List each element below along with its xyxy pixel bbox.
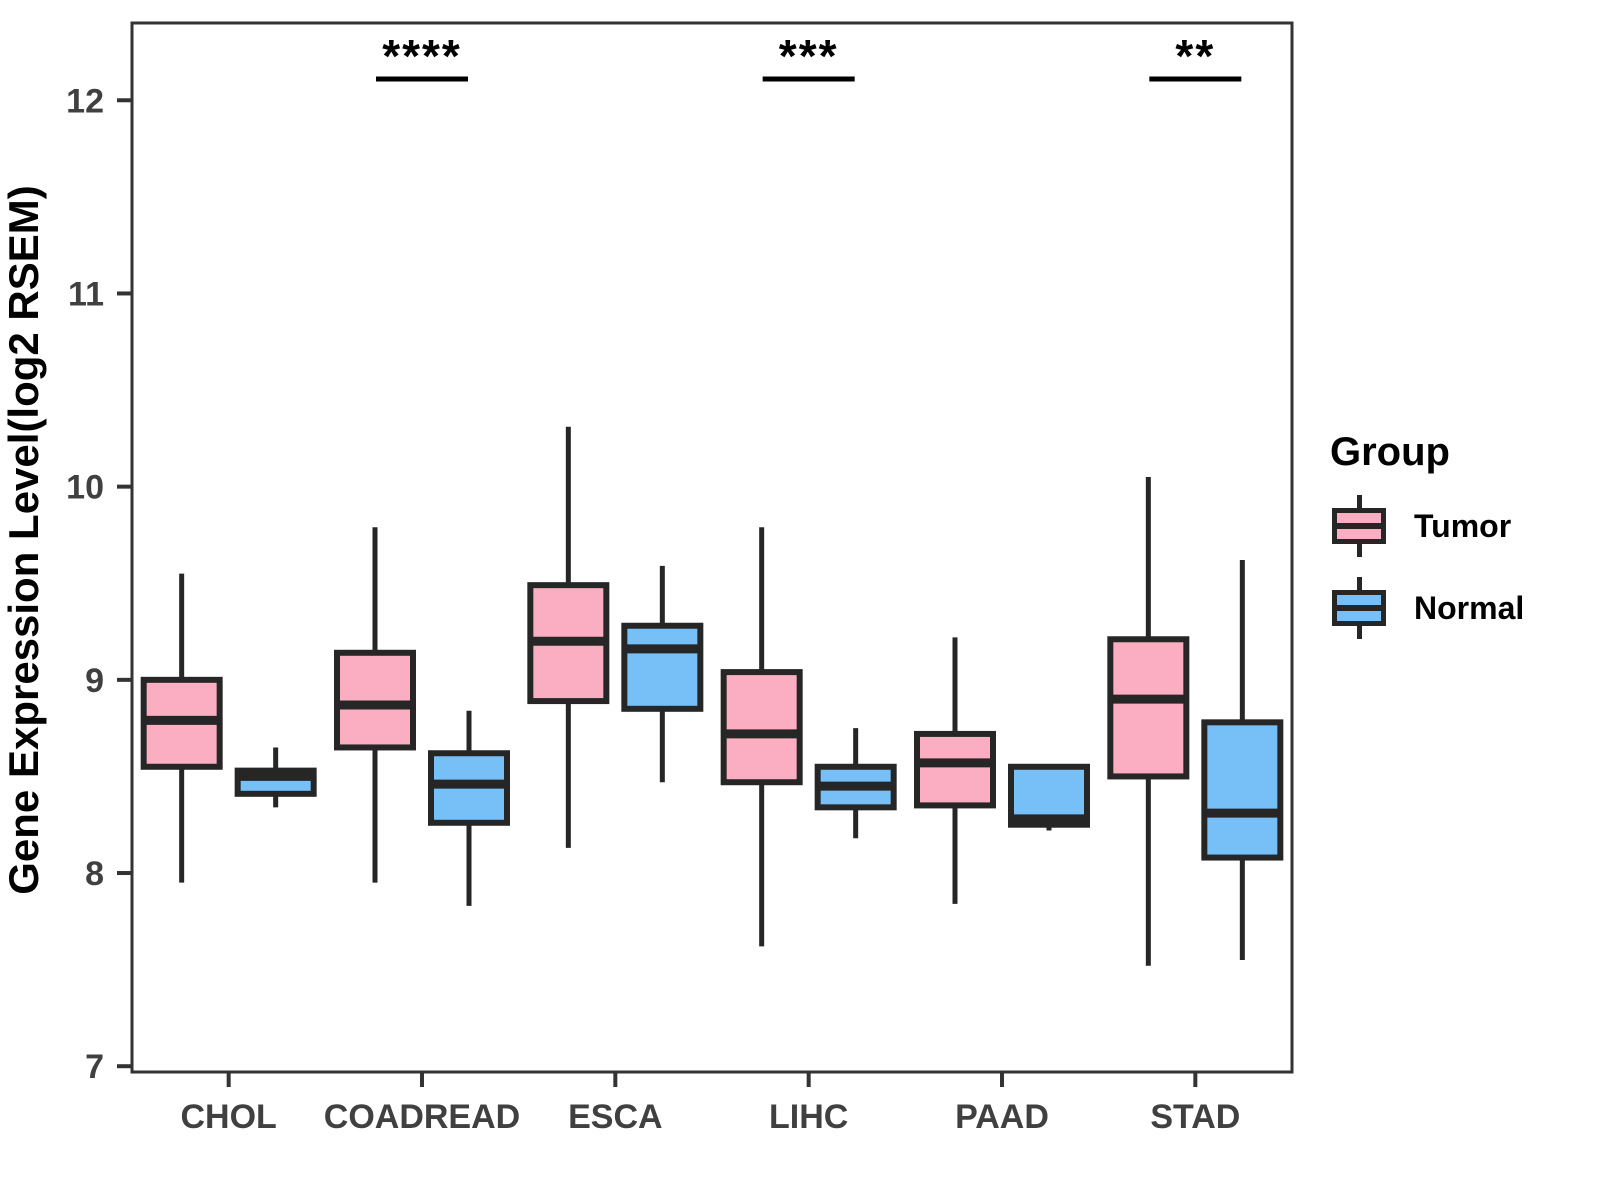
legend-title: Group: [1330, 430, 1450, 474]
significance-stars-coadread: ****: [382, 30, 462, 82]
y-tick-label: 9: [85, 662, 104, 700]
box-normal-paad: [1008, 763, 1090, 831]
tumor-boxplot-key-icon: [1330, 495, 1388, 557]
iqr-box: [621, 622, 704, 712]
significance-stars-stad: **: [1175, 30, 1215, 82]
iqr-box: [720, 669, 803, 786]
normal-boxplot-key-icon: [1330, 577, 1388, 639]
legend-label-tumor: Tumor: [1414, 507, 1512, 544]
significance-stars-lihc: ***: [779, 30, 839, 82]
x-category-label-esca: ESCA: [568, 1098, 662, 1136]
x-category-label-chol: CHOL: [181, 1098, 277, 1136]
box-tumor-lihc: [720, 527, 803, 947]
box-tumor-chol: [140, 573, 223, 883]
legend-item-normal: Normal: [1330, 577, 1524, 639]
key-median-line: [1332, 605, 1386, 611]
y-tick-label: 7: [85, 1048, 104, 1086]
y-tick-label: 11: [68, 275, 104, 313]
iqr-box: [1201, 719, 1284, 861]
y-axis-title: Gene Expression Level(log2 RSEM): [0, 185, 47, 895]
legend-label-normal: Normal: [1414, 589, 1525, 626]
x-category-label-stad: STAD: [1150, 1098, 1240, 1136]
iqr-box: [914, 730, 996, 809]
box-normal-stad: [1201, 560, 1284, 960]
legend: Group Tumor Normal: [1330, 430, 1524, 639]
iqr-box: [334, 649, 416, 751]
y-tick-label: 12: [66, 82, 104, 120]
y-tick-label: 8: [85, 855, 104, 893]
iqr-box: [1107, 636, 1190, 780]
box-tumor-coadread: [334, 527, 416, 883]
legend-item-tumor: Tumor: [1330, 495, 1524, 557]
box-normal-esca: [621, 565, 704, 783]
box-tumor-paad: [914, 637, 996, 904]
x-category-label-paad: PAAD: [955, 1098, 1049, 1136]
x-category-label-lihc: LIHC: [769, 1098, 848, 1136]
box-normal-chol: [234, 747, 317, 808]
box-tumor-esca: [527, 426, 610, 848]
x-category-label-coadread: COADREAD: [324, 1098, 520, 1136]
y-tick-label: 10: [66, 469, 104, 507]
key-median-line: [1332, 523, 1386, 529]
panel-border: [130, 21, 1294, 1074]
box-normal-lihc: [814, 728, 897, 839]
box-tumor-stad: [1107, 476, 1190, 966]
box-normal-coadread: [428, 710, 510, 906]
